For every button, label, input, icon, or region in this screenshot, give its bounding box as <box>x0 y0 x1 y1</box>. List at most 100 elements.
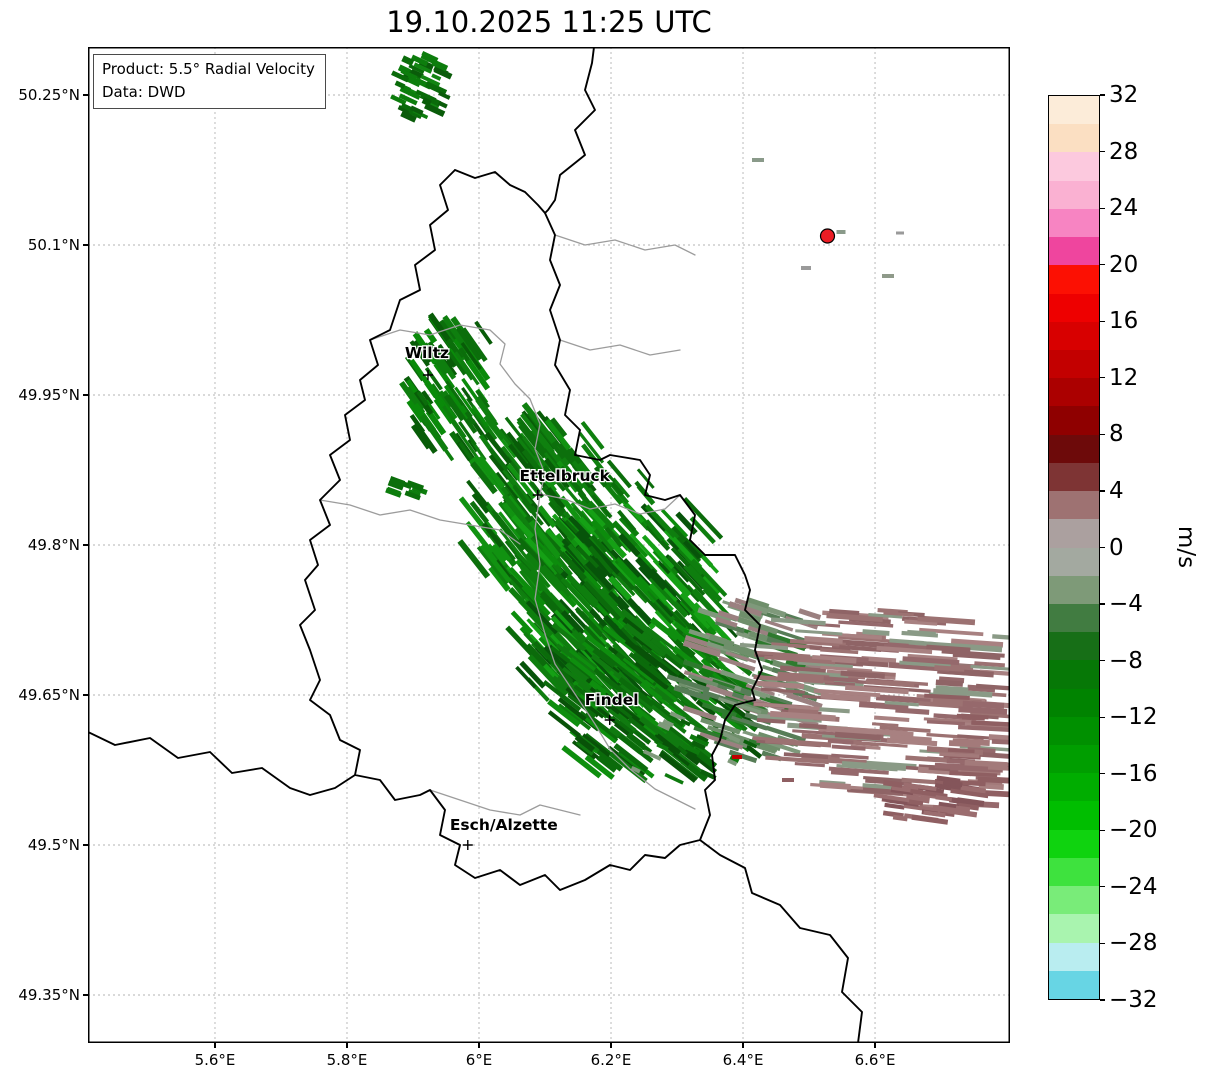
colorbar-segment <box>1049 886 1099 915</box>
echo-speck <box>752 158 764 162</box>
colorbar-segment <box>1049 378 1099 407</box>
radar-echo-layer <box>385 50 1010 825</box>
y-tick-label: 50.1°N <box>27 236 80 254</box>
city-marker <box>604 715 615 725</box>
y-tick-label: 49.95°N <box>18 386 80 404</box>
colorbar-segment <box>1049 152 1099 181</box>
district-line-5 <box>319 499 521 545</box>
district-line-1 <box>369 324 531 400</box>
colorbar-segment <box>1049 434 1099 463</box>
echo-speck <box>896 231 904 235</box>
colorbar-tick-mark <box>1100 207 1105 209</box>
colorbar-tick-mark <box>1100 999 1105 1001</box>
data-source-line: Data: DWD <box>102 82 186 101</box>
plot-frame <box>88 47 1010 1043</box>
district-line-2 <box>529 398 681 515</box>
city-findel: Findel <box>584 690 640 725</box>
x-tick-mark <box>874 1043 876 1048</box>
y-tick-label: 49.8°N <box>27 536 80 554</box>
colorbar-segment <box>1049 491 1099 520</box>
colorbar-segment <box>1049 745 1099 774</box>
x-tick-mark <box>742 1043 744 1048</box>
colorbar-segment <box>1049 265 1099 294</box>
colorbar-segment <box>1049 321 1099 350</box>
district-line-4 <box>429 789 581 816</box>
colorbar-tick-label: −24 <box>1109 873 1158 900</box>
colorbar-tick-mark <box>1100 150 1105 153</box>
gridlines <box>88 47 1010 1043</box>
echo-speck <box>836 230 846 234</box>
colorbar-segment <box>1049 632 1099 661</box>
france-germany-border <box>699 839 863 1043</box>
colorbar-tick-label: 20 <box>1109 251 1139 278</box>
colorbar-segment <box>1049 208 1099 238</box>
radar-site-marker <box>819 228 836 244</box>
echo-patch-north-cluster <box>390 50 453 123</box>
x-tick-mark <box>610 1043 612 1048</box>
colorbar-tick-mark <box>1100 264 1105 266</box>
colorbar-tick-label: 12 <box>1109 364 1139 391</box>
product-info-line: Product: 5.5° Radial Velocity <box>102 60 315 78</box>
colorbar-tick-mark <box>1100 716 1105 718</box>
y-tick-label: 49.5°N <box>27 836 80 854</box>
city-label: Wiltz <box>405 344 449 362</box>
city-label: Ettelbruck <box>519 467 610 485</box>
echo-speck <box>732 755 742 759</box>
district-borders <box>319 234 696 816</box>
y-tick-label: 49.35°N <box>18 986 80 1004</box>
colorbar-tick-label: −4 <box>1109 591 1143 618</box>
colorbar-tick-mark <box>1100 773 1105 775</box>
y-tick-label: 50.25°N <box>18 86 80 104</box>
district-line-6 <box>554 234 696 256</box>
colorbar-segment <box>1049 660 1099 689</box>
colorbar-tick-mark <box>1100 660 1105 662</box>
colorbar-segment <box>1049 914 1099 943</box>
colorbar-tick-label: 8 <box>1109 421 1124 448</box>
colorbar-segment <box>1049 688 1099 717</box>
x-tick-label: 6.6°E <box>854 1051 896 1069</box>
france-belgium-border <box>88 731 356 796</box>
colorbar-segment <box>1049 519 1099 548</box>
colorbar-tick-mark <box>1100 490 1105 492</box>
city-esch-alzette: Esch/Alzette <box>449 815 559 850</box>
city-label: Findel <box>585 691 639 709</box>
product-info-box: Product: 5.5° Radial Velocity Data: DWD <box>93 54 326 109</box>
colorbar-segment <box>1049 773 1099 802</box>
colorbar-segment <box>1049 716 1099 746</box>
city-marker <box>462 840 473 850</box>
colorbar-segment <box>1049 801 1099 830</box>
city-marker <box>532 490 543 500</box>
plot-title: 19.10.2025 11:25 UTC <box>386 5 712 39</box>
echo-patch-west-blob <box>385 476 428 501</box>
colorbar-tick-mark <box>1100 886 1105 888</box>
echo-speck <box>882 274 894 278</box>
colorbar-tick-mark <box>1100 942 1105 945</box>
x-tick-mark <box>478 1043 480 1048</box>
colorbar-segment <box>1049 406 1099 435</box>
colorbar-tick-label: 28 <box>1109 138 1139 165</box>
colorbar-tick-label: 4 <box>1109 477 1124 504</box>
map-canvas: Wiltz Ettelbruck Findel Esch/Alzette <box>88 47 1010 1043</box>
colorbar-segment <box>1049 96 1099 125</box>
colorbar-tick-mark <box>1100 546 1105 549</box>
colorbar-tick-label: −12 <box>1109 704 1158 731</box>
colorbar-segment <box>1049 237 1099 266</box>
colorbar-tick-mark <box>1100 94 1105 96</box>
colorbar-tick-label: −20 <box>1109 817 1158 844</box>
x-tick-label: 6.2°E <box>590 1051 632 1069</box>
echo-patch-south-specks <box>630 711 758 785</box>
colorbar-unit-label: m/s <box>1173 525 1199 569</box>
city-wiltz: Wiltz <box>404 343 450 380</box>
city-marker <box>422 370 433 380</box>
echo-speck <box>801 266 811 270</box>
colorbar-segment <box>1049 942 1099 971</box>
colorbar-segment <box>1049 349 1099 379</box>
x-tick-mark <box>346 1043 348 1048</box>
colorbar <box>1048 95 1100 1000</box>
x-tick-mark <box>214 1043 216 1048</box>
colorbar-segment <box>1049 829 1099 858</box>
echo-patch-southeast-patch <box>873 775 989 825</box>
echo-speckles <box>732 158 904 782</box>
colorbar-segment <box>1049 857 1099 887</box>
